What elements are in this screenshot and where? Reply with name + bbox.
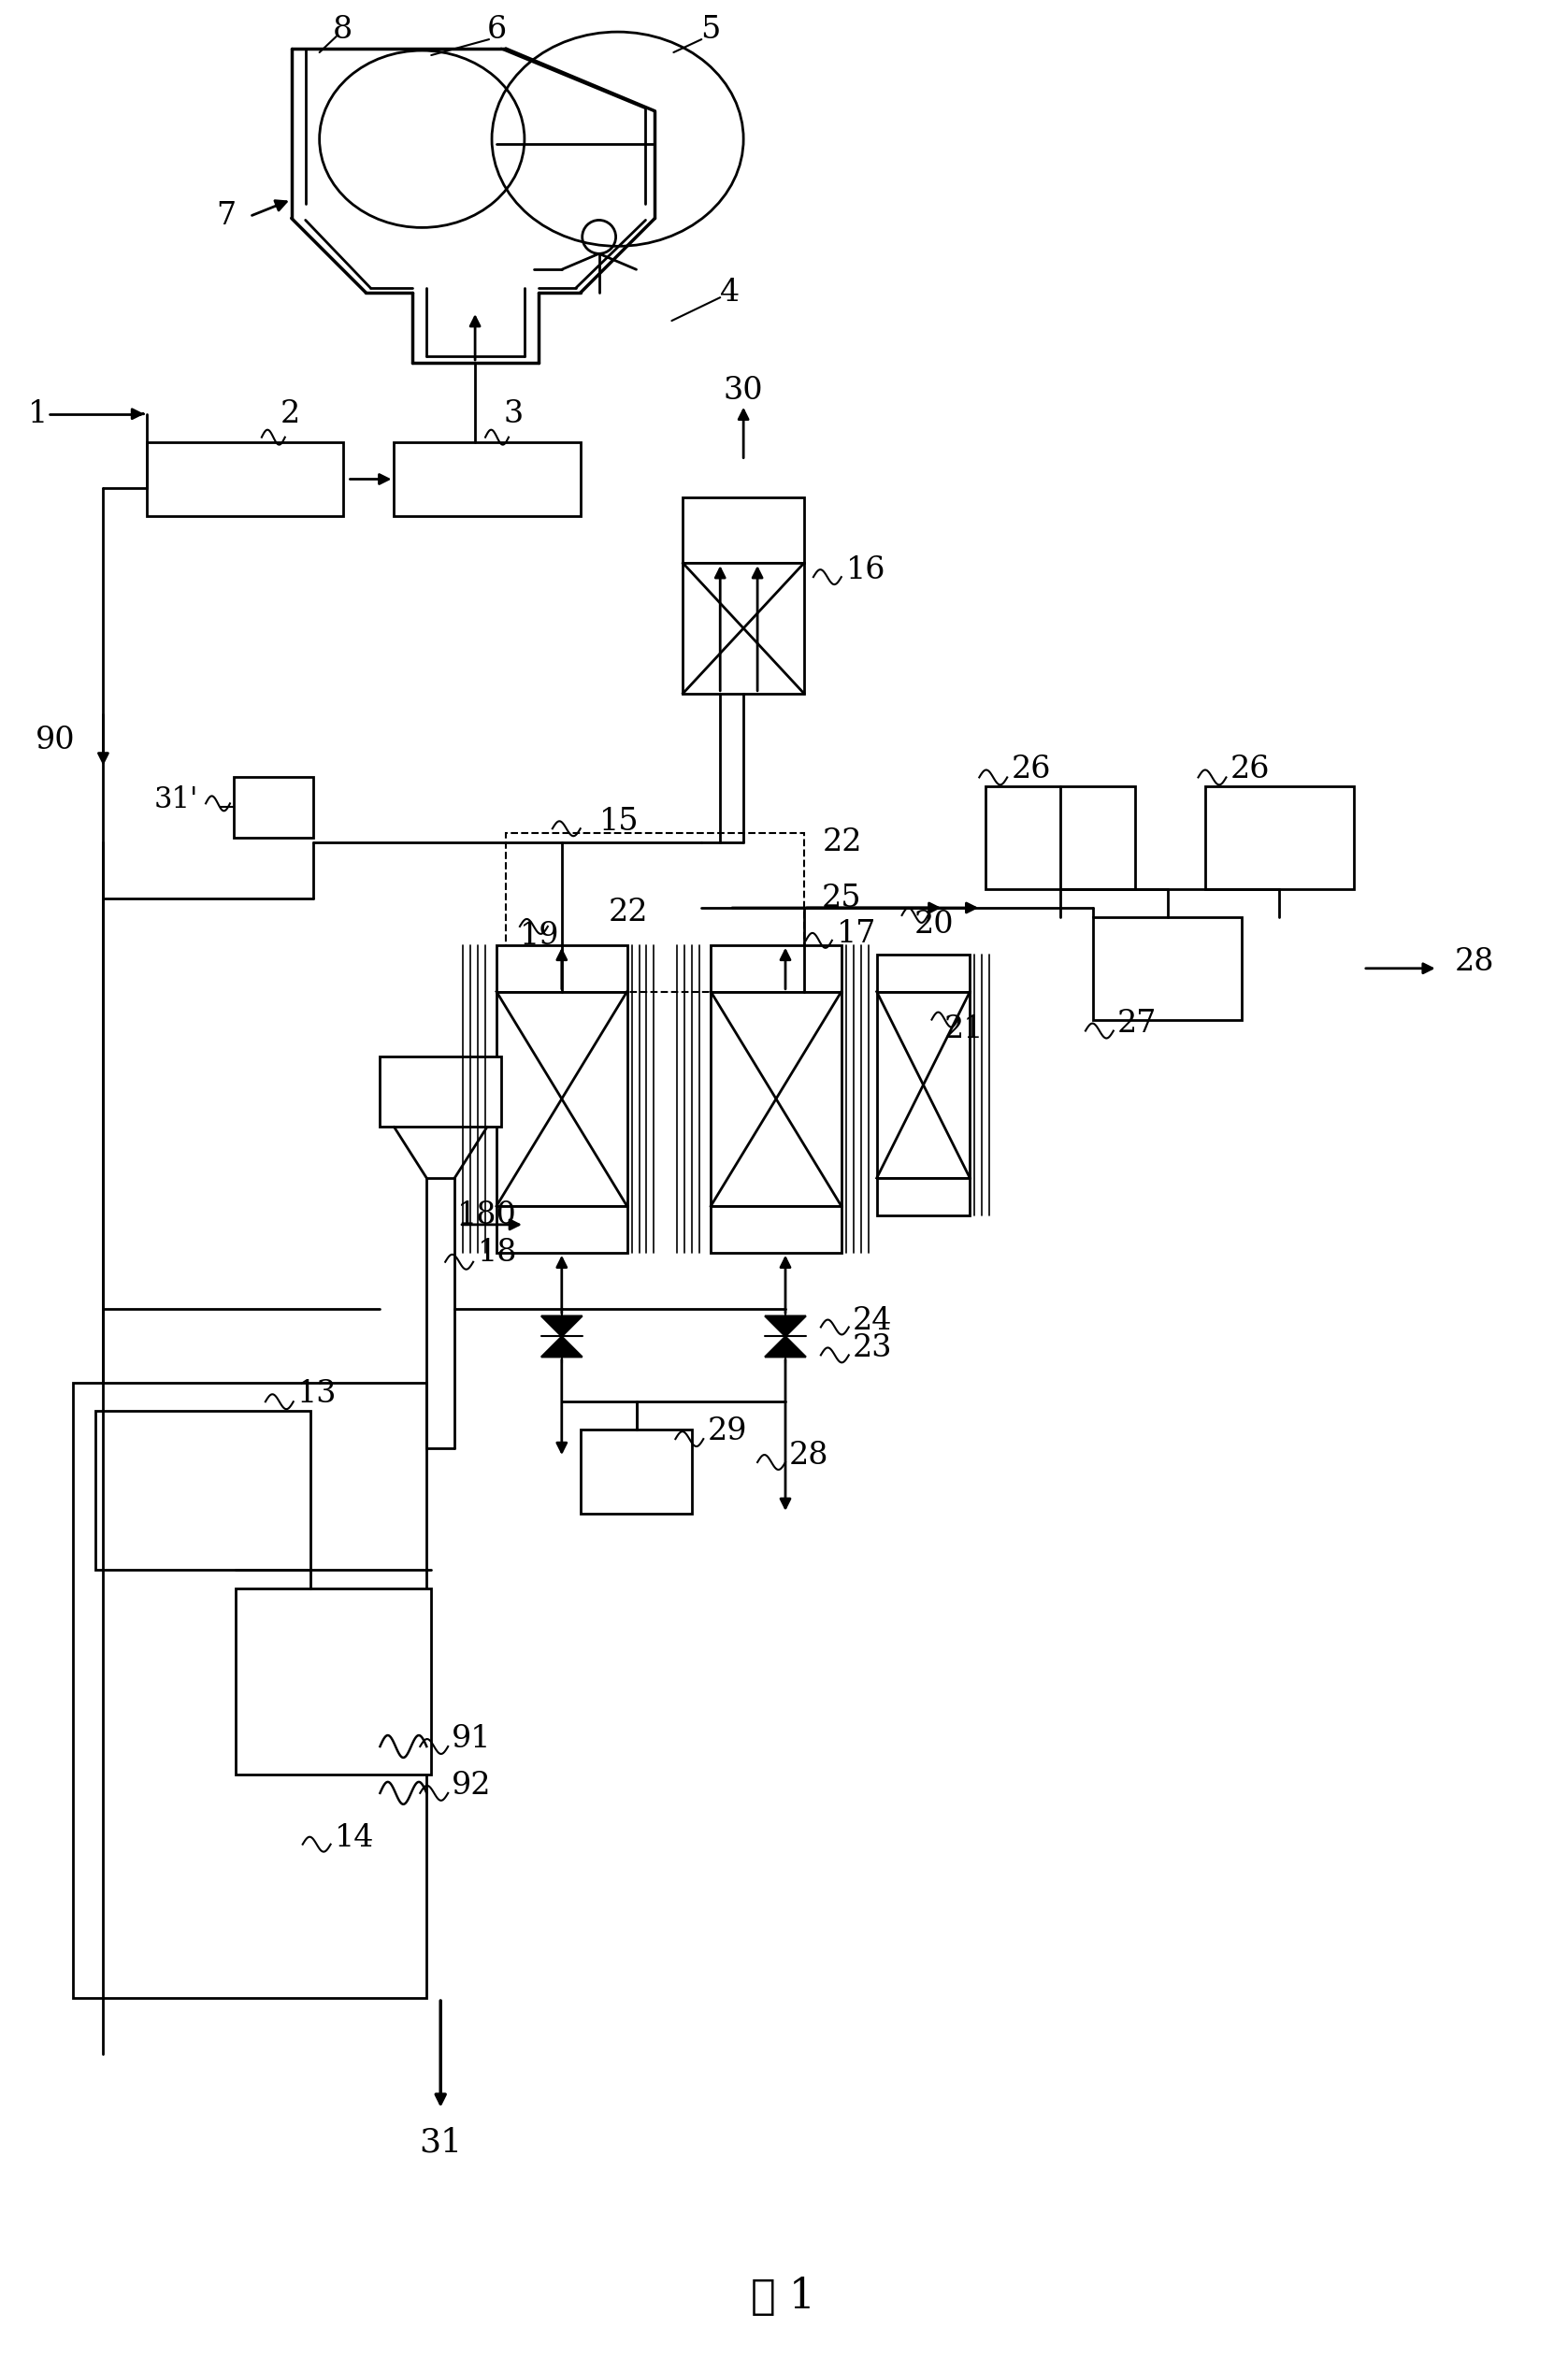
- Bar: [497, 946, 627, 991]
- Bar: [497, 991, 627, 1207]
- Bar: [497, 1207, 627, 1252]
- Text: 92: 92: [452, 1771, 491, 1800]
- Bar: [147, 441, 343, 517]
- Text: 26: 26: [1011, 754, 1051, 785]
- Polygon shape: [765, 1337, 806, 1356]
- Text: 91: 91: [452, 1724, 491, 1755]
- Bar: [1204, 787, 1353, 889]
- Bar: [877, 956, 971, 991]
- Text: 6: 6: [486, 14, 506, 45]
- Text: 20: 20: [914, 910, 953, 939]
- Bar: [877, 991, 971, 1178]
- Bar: [986, 787, 1135, 889]
- Text: 24: 24: [853, 1306, 892, 1335]
- Text: 5: 5: [701, 14, 721, 45]
- Text: 7: 7: [216, 202, 237, 232]
- Bar: [710, 946, 842, 991]
- Polygon shape: [541, 1316, 582, 1337]
- Text: 14: 14: [334, 1823, 375, 1852]
- Bar: [394, 441, 580, 517]
- Bar: [877, 1178, 971, 1216]
- Text: 31': 31': [154, 785, 198, 813]
- Text: 21: 21: [944, 1015, 983, 1043]
- Bar: [379, 1057, 502, 1126]
- Text: 22: 22: [608, 899, 648, 927]
- Polygon shape: [541, 1337, 582, 1356]
- Bar: [506, 832, 804, 991]
- Text: 180: 180: [458, 1200, 517, 1231]
- Text: 17: 17: [837, 920, 877, 948]
- Text: 2: 2: [281, 398, 299, 429]
- Bar: [234, 778, 314, 837]
- Text: 16: 16: [847, 555, 886, 586]
- Text: 28: 28: [789, 1442, 829, 1470]
- Text: 15: 15: [599, 806, 638, 837]
- Text: 27: 27: [1116, 1008, 1157, 1038]
- Text: 8: 8: [332, 14, 353, 45]
- Text: 18: 18: [478, 1238, 517, 1268]
- Bar: [72, 1382, 426, 1999]
- Text: 28: 28: [1455, 946, 1494, 977]
- Bar: [710, 991, 842, 1207]
- Text: 29: 29: [707, 1415, 746, 1446]
- Text: 3: 3: [503, 398, 524, 429]
- Text: 30: 30: [723, 375, 764, 405]
- Text: 图 1: 图 1: [751, 2276, 815, 2316]
- Bar: [580, 1430, 691, 1513]
- Text: 23: 23: [853, 1333, 892, 1363]
- Bar: [235, 1589, 431, 1774]
- Text: 25: 25: [822, 884, 861, 913]
- Bar: [684, 562, 804, 692]
- Text: 1: 1: [28, 398, 49, 429]
- Text: 31: 31: [419, 2127, 463, 2158]
- Text: 19: 19: [521, 920, 560, 951]
- Text: 90: 90: [36, 726, 75, 754]
- Text: 13: 13: [296, 1380, 337, 1408]
- Polygon shape: [765, 1316, 806, 1337]
- Bar: [710, 1207, 842, 1252]
- Text: 26: 26: [1229, 754, 1270, 785]
- Text: 22: 22: [823, 827, 862, 858]
- Bar: [96, 1411, 310, 1570]
- Bar: [1093, 918, 1242, 1020]
- Text: 4: 4: [720, 277, 740, 308]
- Bar: [684, 498, 804, 562]
